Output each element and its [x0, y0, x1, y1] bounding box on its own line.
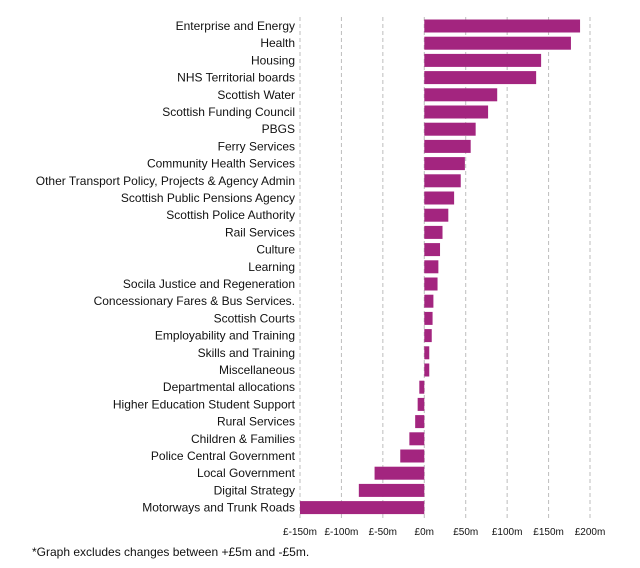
x-tick-label: £200m	[575, 527, 606, 538]
bar	[400, 449, 425, 463]
category-label: Scottish Water	[217, 88, 295, 102]
category-label: Digital Strategy	[214, 483, 295, 497]
category-label: Higher Education Student Support	[113, 397, 296, 411]
bar	[424, 311, 433, 325]
category-label: Scottish Funding Council	[162, 105, 295, 119]
category-label: Miscellaneous	[219, 363, 295, 377]
bar	[424, 19, 581, 33]
bar	[424, 260, 439, 274]
bar	[424, 71, 537, 85]
bar	[300, 501, 425, 515]
x-tick-label: £-50m	[369, 527, 397, 538]
bar	[424, 225, 443, 239]
bar	[424, 346, 430, 360]
x-tick-label: £-100m	[324, 527, 358, 538]
bar	[409, 432, 425, 446]
category-label: Socila Justice and Regeneration	[123, 277, 295, 291]
bar	[424, 294, 434, 308]
category-label: Learning	[248, 260, 295, 274]
bar	[424, 88, 498, 102]
x-tick-label: £150m	[533, 527, 564, 538]
x-tick-label: £100m	[492, 527, 523, 538]
bar	[424, 157, 465, 171]
category-label: Health	[260, 36, 295, 50]
bar	[374, 466, 425, 480]
footnote: *Graph excludes changes between +£5m and…	[32, 545, 310, 559]
bar	[424, 329, 432, 343]
x-tick-label: £-150m	[283, 527, 317, 538]
bar	[358, 483, 425, 497]
category-label: Scottish Courts	[214, 311, 295, 325]
bar-chart: Enterprise and Energy Health Housing NHS Te…	[36, 17, 605, 538]
category-label: Rural Services	[217, 415, 295, 429]
category-label: Housing	[251, 53, 295, 67]
category-label: Police Central Government	[151, 449, 296, 463]
bar	[424, 139, 471, 153]
category-label: NHS Territorial boards	[177, 71, 295, 85]
bar	[424, 208, 449, 222]
bar	[424, 122, 476, 136]
category-label: Children & Families	[191, 432, 295, 446]
bar	[419, 380, 425, 394]
bar	[424, 191, 455, 205]
category-label: Concessionary Fares & Bus Services.	[94, 294, 295, 308]
bar	[424, 243, 441, 257]
category-label: Employability and Training	[155, 329, 295, 343]
category-label: Skills and Training	[198, 346, 295, 360]
bar	[424, 363, 430, 377]
category-label: Other Transport Policy, Projects & Agenc…	[36, 174, 295, 188]
bar	[415, 415, 425, 429]
x-tick-label: £0m	[415, 527, 434, 538]
category-label: PBGS	[262, 122, 295, 136]
category-label: Rail Services	[225, 225, 295, 239]
category-label: Ferry Services	[218, 139, 295, 153]
bars	[300, 19, 581, 515]
bar	[424, 277, 438, 291]
category-label: Motorways and Trunk Roads	[142, 501, 295, 515]
category-label: Enterprise and Energy	[176, 19, 295, 33]
category-label: Local Government	[197, 466, 296, 480]
bar	[417, 397, 425, 411]
category-labels: Enterprise and Energy Health Housing NHS Te…	[36, 19, 296, 515]
category-label: Scottish Public Pensions Agency	[121, 191, 295, 205]
x-tick-label: £50m	[453, 527, 478, 538]
x-axis-tick-labels: £-150m £-100m £-50m £0m £50m £100m £150m £200m	[283, 527, 605, 538]
category-label: Scottish Police Authority	[166, 208, 295, 222]
bar	[424, 105, 489, 119]
category-label: Departmental allocations	[163, 380, 295, 394]
bar	[424, 174, 461, 188]
bar	[424, 36, 571, 50]
category-label: Community Health Services	[147, 157, 295, 171]
category-label: Culture	[256, 243, 295, 257]
bar	[424, 53, 542, 67]
